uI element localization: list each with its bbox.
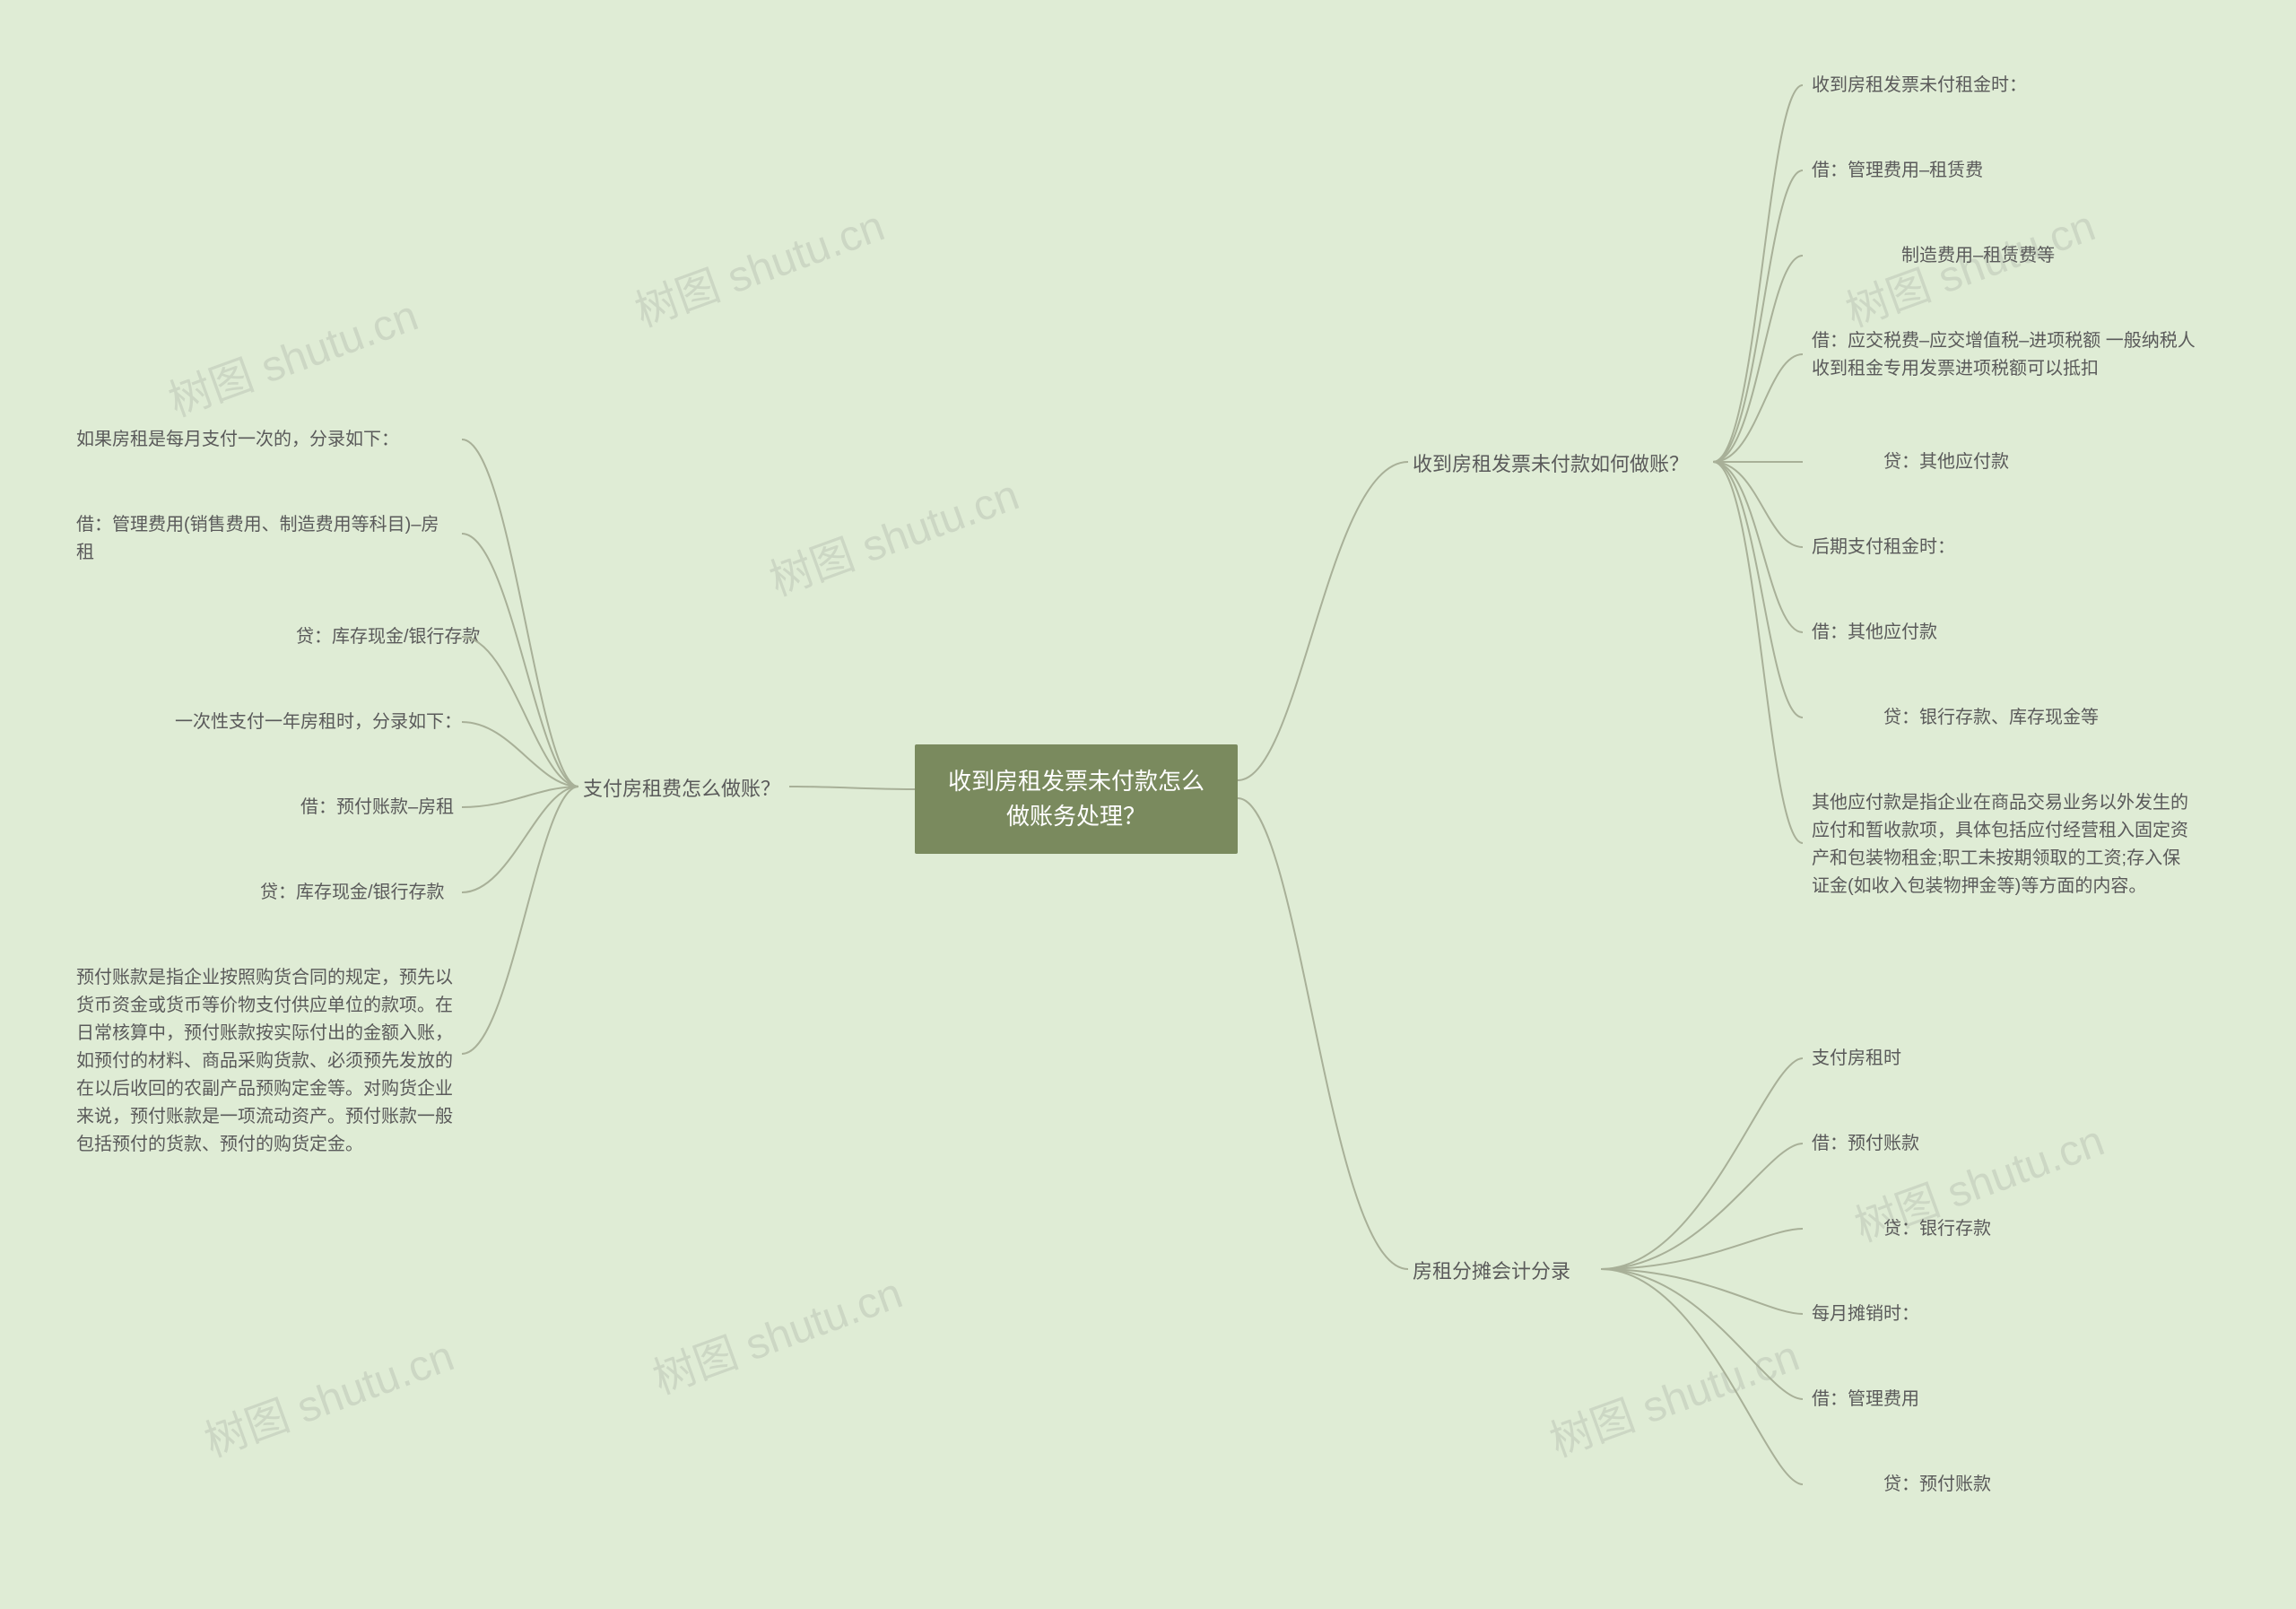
left-item-4: 借：预付账款–房租 [300, 794, 454, 822]
watermark: 树图 shutu.cn [643, 1257, 909, 1405]
right-a-item-6: 借：其他应付款 [1812, 619, 1937, 647]
watermark: 树图 shutu.cn [159, 280, 425, 428]
right-b-item-3: 每月摊销时： [1812, 1300, 1919, 1328]
watermark: 树图 shutu.cn [760, 459, 1026, 607]
branch-right-a-title: 收到房租发票未付款如何做账？ [1413, 448, 1689, 477]
watermark: 树图 shutu.cn [1540, 1320, 1806, 1468]
right-a-item-1: 借：管理费用–租赁费 [1812, 157, 1983, 185]
watermark: 树图 shutu.cn [195, 1320, 461, 1468]
left-item-3: 一次性支付一年房租时，分录如下： [175, 709, 462, 736]
right-a-item-8: 其他应付款是指企业在商品交易业务以外发生的应付和暂收款项，具体包括应付经营租入固… [1812, 789, 2197, 900]
root-node: 收到房租发票未付款怎么 做账务处理？ [915, 744, 1238, 854]
root-text: 收到房租发票未付款怎么 做账务处理？ [948, 768, 1205, 830]
right-a-item-7: 贷：银行存款、库存现金等 [1848, 704, 2099, 732]
right-b-item-0: 支付房租时 [1812, 1045, 1901, 1073]
left-item-5: 贷：库存现金/银行存款 [260, 879, 445, 907]
branch-left-title: 支付房租费怎么做账？ [583, 773, 780, 802]
right-a-item-4: 贷：其他应付款 [1848, 448, 2009, 476]
left-item-0: 如果房租是每月支付一次的，分录如下： [76, 426, 399, 454]
left-item-1: 借：管理费用(销售费用、制造费用等科目)–房租 [76, 511, 453, 567]
left-item-6: 预付账款是指企业按照购货合同的规定，预先以货币资金或货币等价物支付供应单位的款项… [76, 964, 462, 1159]
right-b-item-4: 借：管理费用 [1812, 1386, 1919, 1413]
right-a-item-2: 制造费用–租赁费等 [1848, 242, 2055, 270]
right-b-item-5: 贷：预付账款 [1848, 1471, 1991, 1499]
right-b-item-2: 贷：银行存款 [1848, 1215, 1991, 1243]
branch-right-b-title: 房租分摊会计分录 [1413, 1256, 1570, 1284]
right-a-item-5: 后期支付租金时： [1812, 534, 1955, 561]
right-a-item-3: 借：应交税费–应交增值税–进项税额 一般纳税人收到租金专用发票进项税额可以抵扣 [1812, 327, 2197, 383]
right-b-item-1: 借：预付账款 [1812, 1130, 1919, 1158]
left-item-2: 贷：库存现金/银行存款 [260, 623, 481, 651]
right-a-item-0: 收到房租发票未付租金时： [1812, 72, 2027, 100]
watermark: 树图 shutu.cn [625, 190, 891, 338]
